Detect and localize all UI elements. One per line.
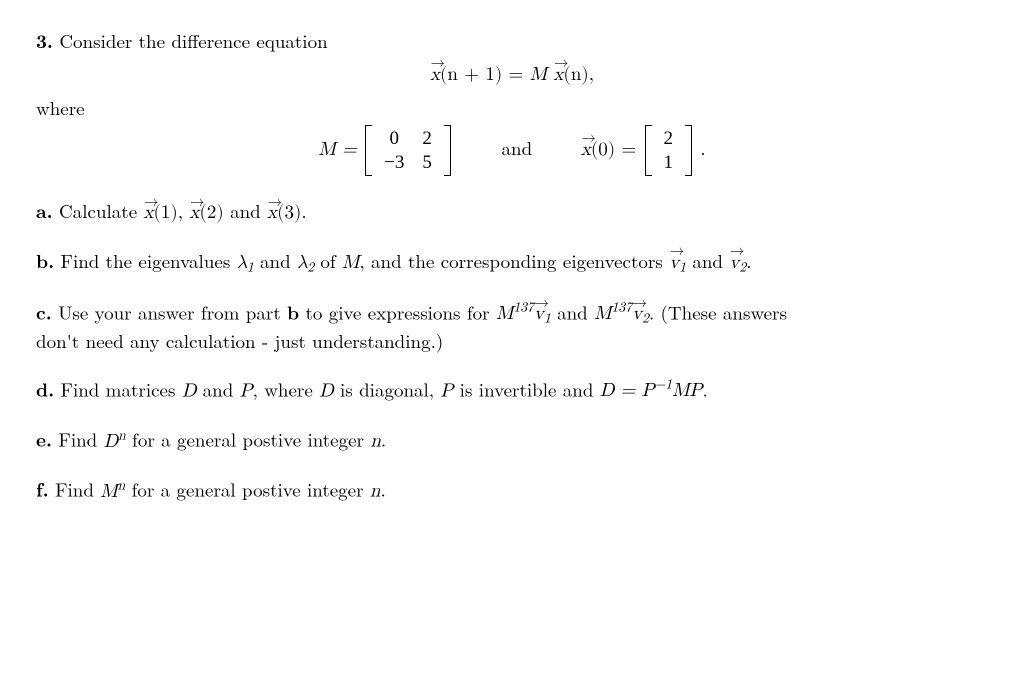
part-f: f. Find Mn for a general postive integer… [36,476,988,504]
m-var: M [496,304,513,323]
and-word: and [196,375,239,402]
part-f-mid: for a general postive integer [125,476,370,503]
b-ref: b [287,297,299,325]
part-label: a. [36,196,53,224]
part-d: d. Find matrices D and P, where D is dia… [36,376,988,404]
vec-v-icon: v→ [669,250,679,276]
rhs-m: M [530,65,554,84]
d-var: D [104,432,119,451]
equals-sign: = [509,65,530,84]
p-var: P [240,381,253,400]
and-word: and [551,298,594,325]
period: . [301,197,306,224]
m-equals: M = [318,140,363,159]
vector-x0: 2 1 [645,125,693,177]
part-d-mid: , where [253,375,320,402]
part-c-post1: . (These answers [649,298,787,325]
part-c-line2: don't need any calculation - just unders… [36,327,443,354]
part-b-pre: Find the eigenvalues [61,247,237,274]
m-var: M [342,253,359,272]
period: . [700,134,705,161]
and-word: and [224,197,267,224]
part-f-pre: Find [55,476,100,503]
vec-x-icon: x→ [553,62,563,88]
m-cell: 2 [413,127,441,151]
matrix-m: 02 −35 [365,125,451,177]
vec-x-icon: x→ [189,200,199,226]
n-var: n [370,482,381,501]
vec-v-icon: v→ [632,301,642,327]
part-d-mid2: is diagonal, [334,375,441,402]
part-e: e. Find Dn for a general postive integer… [36,426,988,454]
period: . [381,426,386,453]
part-label: d. [36,374,54,402]
part-c-pre: Use your answer from part [58,298,287,325]
x0-cell: 1 [655,151,683,175]
d-eq-p: D = P [600,381,655,400]
vec-x-icon: x→ [581,137,591,163]
vec-x-icon: x→ [143,200,153,226]
part-d-mid3: is invertible and [453,375,599,402]
p-var: P [440,381,453,400]
x0-cell: 2 [655,127,683,151]
mp: MP [672,381,702,400]
problem-intro: 3. Consider the difference equation [36,28,988,54]
and-label: and [502,134,533,161]
part-c: c. Use your answer from part b to give e… [36,299,988,354]
lambda: λ [297,253,307,272]
exp-137: 137 [612,301,633,315]
and-word: and [254,247,297,274]
part-e-mid: for a general postive integer [126,426,371,453]
sub: 1 [247,260,254,274]
m-var: M [594,304,611,323]
part-b-mid2: , and the corresponding eigenvectors [359,247,669,274]
part-label: e. [36,425,52,453]
period: . [746,247,751,274]
lhs-arg: (n + 1) [440,65,502,84]
part-d-pre: Find matrices [61,375,182,402]
problem-number: 3. [36,26,53,54]
vec-v-icon: v→ [534,301,544,327]
sub: 1 [679,260,686,274]
of-word: of [314,247,342,274]
sub: 1 [544,312,551,326]
n-var: n [370,432,381,451]
sup-minus1: −1 [655,378,672,392]
main-equation: x→(n + 1) = M x→(n), [36,60,988,88]
part-label: c. [36,297,52,325]
where-label: where [36,95,988,121]
vec-x-icon: x→ [430,62,440,88]
d-var: D [182,381,197,400]
part-a: a. Calculate x→(1), x→(2) and x→(3). [36,198,988,226]
period: . [380,476,385,503]
and-word: and [686,247,729,274]
exp-137: 137 [513,301,534,315]
vec-v-icon: v→ [729,250,739,276]
m-cell: −3 [375,151,413,175]
part-e-pre: Find [58,426,103,453]
lambda: λ [237,253,247,272]
part-b: b. Find the eigenvalues λ1 and λ2 of M, … [36,248,988,277]
part-label: f. [36,475,49,503]
d-var: D [319,381,334,400]
sub: 2 [642,312,649,326]
m-var: M [100,482,117,501]
intro-text: Consider the difference equation [59,27,327,54]
vec-x-icon: x→ [267,200,277,226]
part-label: b. [36,246,54,274]
m-cell: 0 [375,127,413,151]
m-cell: 5 [413,151,441,175]
part-c-mid: to give expressions for [299,298,496,325]
sup-n: n [118,428,126,442]
matrix-definition-row: M = 02 −35 and x→(0) = 2 1 . [36,125,988,177]
comma: , [178,197,190,224]
part-a-pre: Calculate [59,197,143,224]
period: . [702,375,707,402]
x0-eq: (0) = [591,140,643,159]
